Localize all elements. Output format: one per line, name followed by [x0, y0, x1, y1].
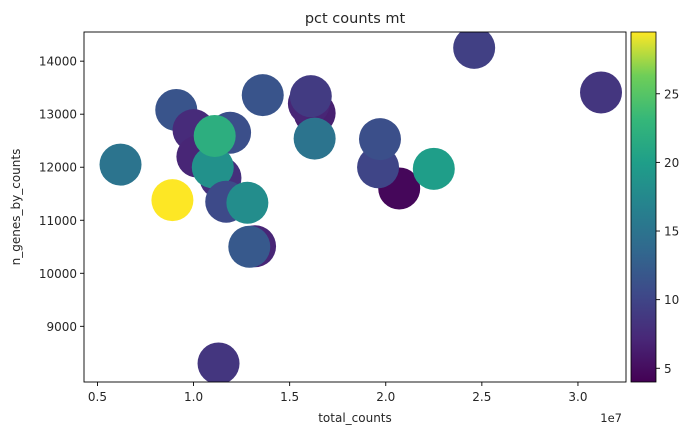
x-tick-label: 1.5	[280, 390, 299, 404]
x-tick-label: 2.5	[472, 390, 491, 404]
data-point-1	[151, 179, 194, 222]
y-tick-label: 13000	[39, 108, 77, 122]
data-point-10	[197, 342, 240, 382]
data-point-12	[228, 225, 271, 268]
data-point-14	[241, 74, 284, 117]
y-tick-label: 10000	[39, 267, 77, 281]
data-point-23	[453, 32, 496, 69]
data-point-24	[580, 71, 623, 114]
data-point-17	[289, 75, 332, 118]
x-tick-label: 3.0	[568, 390, 587, 404]
y-tick-label: 11000	[39, 214, 77, 228]
colorbar-tick-label: 20	[664, 156, 679, 170]
x-axis-label: total_counts	[318, 411, 392, 425]
y-tick-label: 12000	[39, 161, 77, 175]
colorbar-tick-label: 15	[664, 225, 679, 239]
data-point-13	[226, 181, 269, 224]
colorbar	[630, 31, 657, 383]
y-tick-label: 14000	[39, 55, 77, 69]
plot-frame	[83, 31, 627, 383]
x-axis: 0.5 1.0 1.5 2.0 2.5 3.0	[88, 382, 587, 404]
colorbar-ticks: 5 10 15 20 25	[656, 87, 679, 376]
data-point-21	[358, 118, 401, 161]
x-tick-label: 0.5	[88, 390, 107, 404]
colorbar-tick-label: 10	[664, 293, 679, 307]
y-axis: 9000 10000 11000 12000 13000 14000	[39, 55, 84, 334]
colorbar-tick-label: 25	[664, 87, 679, 101]
y-tick-label: 9000	[46, 320, 77, 334]
data-point-22	[412, 147, 455, 190]
data-point-18	[293, 117, 336, 160]
data-markers	[99, 32, 623, 382]
data-point-7	[191, 146, 234, 189]
x-axis-offset-label: 1e7	[600, 411, 622, 425]
colorbar-tick-label: 5	[664, 362, 672, 376]
x-tick-label: 1.0	[184, 390, 203, 404]
data-point-0	[99, 143, 142, 186]
chart-title: pct counts mt	[305, 11, 406, 27]
data-point-8	[193, 114, 236, 157]
x-tick-label: 2.0	[376, 390, 395, 404]
y-axis-label: n_genes_by_counts	[9, 149, 23, 266]
